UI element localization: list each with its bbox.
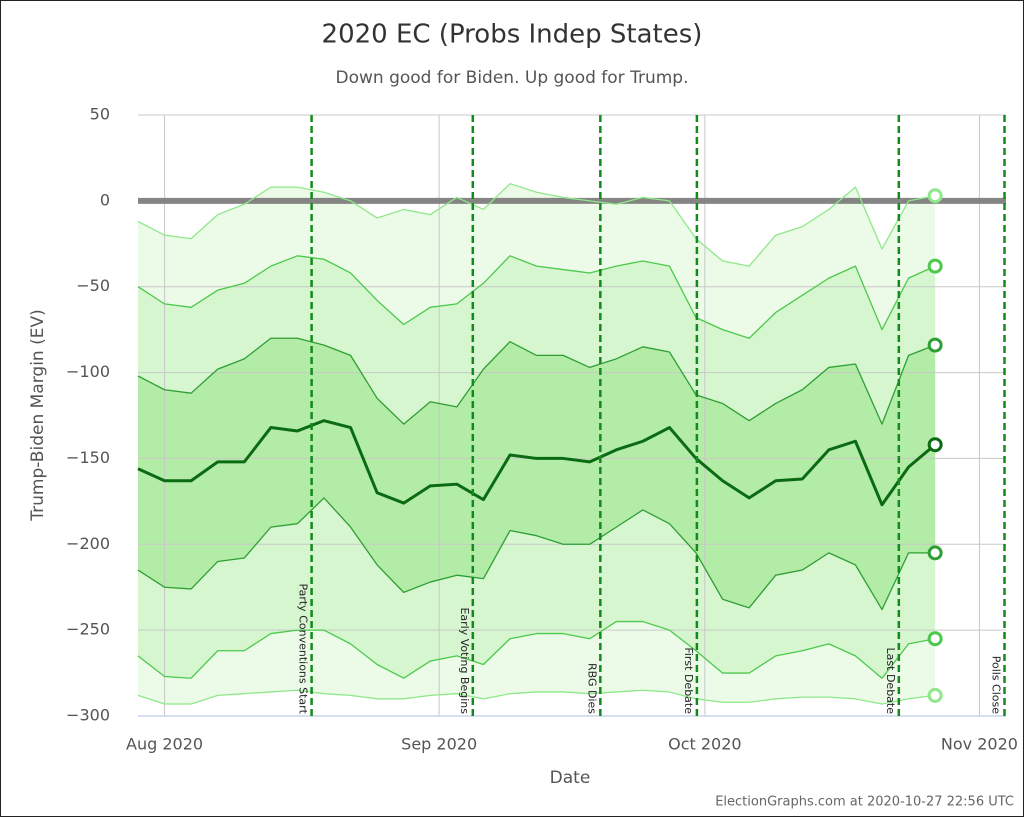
x-tick-label: Oct 2020 [668,735,741,754]
event-label: RBG Dies [585,663,598,714]
y-tick-label: −100 [66,362,110,381]
end-marker [927,258,943,274]
y-tick-label: −150 [66,448,110,467]
x-tick-label: Sep 2020 [401,735,477,754]
y-tick-label: −250 [66,620,110,639]
chart-subtitle: Down good for Biden. Up good for Trump. [336,68,689,88]
series-line [137,337,936,425]
x-tick-label: Nov 2020 [941,735,1018,754]
end-marker [927,631,943,647]
series-line [137,183,936,267]
end-marker [927,545,943,561]
event-label: Last Debate [884,648,897,715]
end-marker [927,437,943,453]
chart-title: 2020 EC (Probs Indep States) [322,20,703,50]
y-tick-label: −200 [66,534,110,553]
event-label: Polls Close [990,656,1003,715]
end-marker [927,188,943,204]
end-marker [927,687,943,703]
series-line [137,620,936,679]
end-marker [927,337,943,353]
x-axis-title: Date [550,768,591,788]
x-tick-label: Aug 2020 [126,735,203,754]
band [138,338,936,610]
credit: ElectionGraphs.com at 2020-10-27 22:56 U… [715,795,1014,810]
series-line [137,419,937,507]
y-tick-label: −300 [66,706,110,725]
event-label: First Debate [682,647,695,714]
event-label: Early Voting Begins [458,607,471,714]
y-tick-label: −50 [76,276,110,295]
series-line [137,689,936,705]
y-axis-title: Trump-Biden Margin (EV) [28,309,48,521]
y-tick-label: 0 [100,190,110,209]
event-label: Party Conventions Start [297,583,310,714]
series-line [137,255,936,339]
series-line [137,497,936,611]
y-tick-label: 50 [90,105,110,124]
